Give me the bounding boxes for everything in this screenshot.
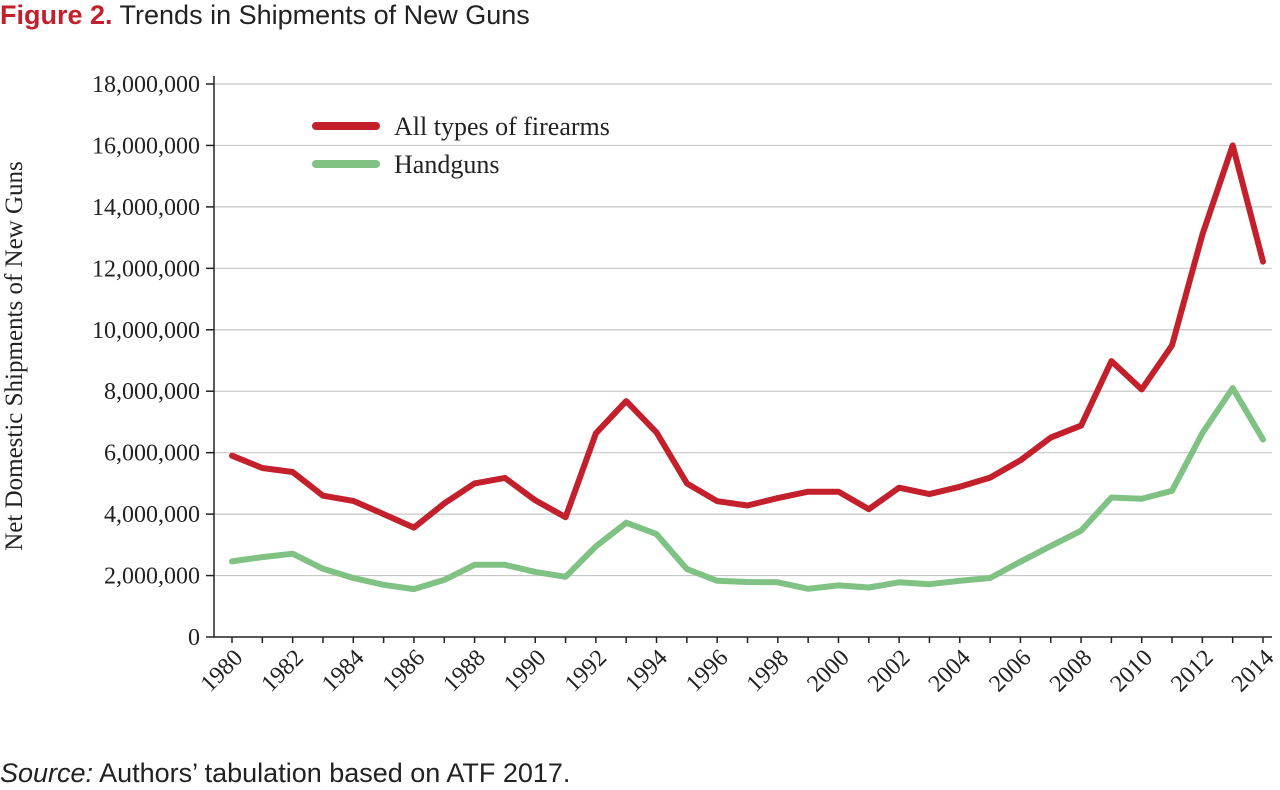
x-tick-label: 2014: [1227, 645, 1279, 697]
source-note: Source: Authors’ tabulation based on ATF…: [0, 758, 570, 789]
legend: All types of firearms Handguns: [312, 112, 610, 179]
x-tick-label: 1986: [378, 645, 430, 697]
y-tick-label: 18,000,000: [92, 72, 200, 98]
x-tick-label: 1996: [681, 645, 733, 697]
x-tick-label: 1984: [317, 645, 369, 697]
x-tick-label: 2010: [1106, 645, 1158, 697]
axes: [213, 76, 1272, 638]
source-label: Source:: [0, 758, 94, 788]
y-tick-label: 6,000,000: [104, 441, 200, 467]
y-tick-label: 16,000,000: [92, 133, 200, 159]
x-axis-ticks: 1980 1982 1984 1986 1988 1990 1992 1994 1996 1998…: [196, 637, 1279, 697]
y-tick-label: 12,000,000: [92, 256, 200, 282]
x-tick-label: 1992: [560, 645, 612, 697]
x-tick-label: 2004: [924, 645, 976, 697]
x-tick-label: 1994: [620, 645, 672, 697]
figure-title: Figure 2. Trends in Shipments of New Gun…: [0, 0, 530, 31]
x-tick-label: 1982: [257, 645, 309, 697]
y-tick-label: 10,000,000: [92, 318, 200, 344]
x-tick-label: 2012: [1166, 645, 1218, 697]
y-axis-label: Net Domestic Shipments of New Guns: [1, 161, 28, 551]
source-text: Authors’ tabulation based on ATF 2017.: [99, 758, 571, 788]
x-tick-label: 2002: [863, 645, 915, 697]
figure-label: Figure 2.: [0, 0, 113, 30]
x-tick-label: 1988: [439, 645, 491, 697]
y-tick-label: 8,000,000: [104, 379, 200, 405]
legend-label: All types of firearms: [394, 112, 610, 141]
figure-title-text: Trends in Shipments of New Guns: [119, 0, 530, 30]
y-tick-label: 0: [188, 625, 200, 651]
y-axis-ticks: 0 2,000,000 4,000,000 6,000,000 8,000,000 10,…: [92, 72, 214, 651]
y-tick-label: 4,000,000: [104, 502, 200, 528]
gridlines: [214, 83, 1272, 577]
legend-label: Handguns: [394, 150, 499, 179]
series-line-handguns: [229, 385, 1266, 593]
x-tick-label: 2008: [1045, 645, 1097, 697]
x-tick-label: 2000: [802, 645, 854, 697]
series-line-all-firearms: [229, 142, 1266, 531]
x-tick-label: 2006: [984, 645, 1036, 697]
x-tick-label: 1990: [499, 645, 551, 697]
y-tick-label: 14,000,000: [92, 195, 200, 221]
series-lines: [229, 142, 1266, 593]
x-tick-label: 1998: [742, 645, 794, 697]
y-tick-label: 2,000,000: [104, 564, 200, 590]
x-tick-label: 1980: [196, 645, 248, 697]
